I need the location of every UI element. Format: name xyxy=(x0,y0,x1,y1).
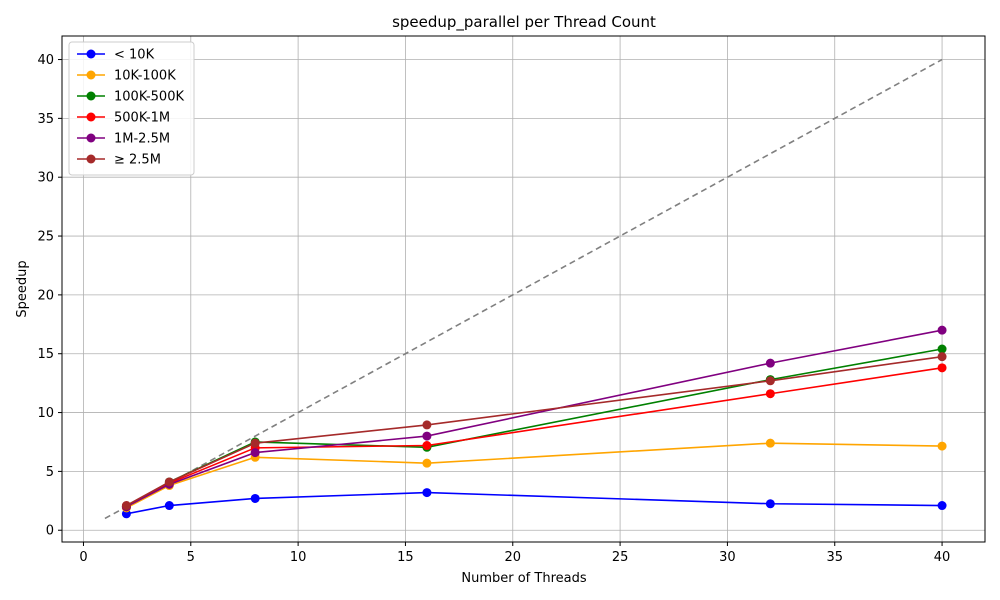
data-point xyxy=(765,389,775,399)
y-tick-label: 15 xyxy=(37,347,54,362)
data-point xyxy=(765,376,775,386)
series-0 xyxy=(121,488,947,519)
legend-item: 100K-500K xyxy=(77,90,184,105)
data-point xyxy=(937,352,947,362)
data-point xyxy=(422,420,432,430)
grid xyxy=(62,36,985,542)
legend-swatch-marker xyxy=(86,91,96,101)
legend-label: 1M-2.5M xyxy=(114,132,170,147)
x-tick-label: 30 xyxy=(719,550,736,565)
chart-title: speedup_parallel per Thread Count xyxy=(392,13,656,32)
series-line xyxy=(126,329,943,508)
series-3 xyxy=(121,363,947,512)
data-point xyxy=(250,448,260,458)
data-point xyxy=(164,501,174,511)
ideal-speedup-reference xyxy=(104,58,943,520)
data-point xyxy=(422,488,432,498)
data-point xyxy=(121,501,131,511)
plot-frame xyxy=(61,35,986,543)
x-axis-label: Number of Threads xyxy=(461,571,586,586)
legend-label: 500K-1M xyxy=(114,111,170,126)
y-tick-label: 0 xyxy=(46,524,54,539)
data-point xyxy=(937,501,947,511)
x-tick-label: 15 xyxy=(397,550,414,565)
x-axis-ticks: 0 5 10 15 20 25 30 35 40 xyxy=(79,542,950,565)
x-tick-label: 0 xyxy=(79,550,87,565)
reference-line xyxy=(104,58,943,520)
data-point xyxy=(937,363,947,373)
data-point xyxy=(250,493,260,503)
data-point xyxy=(250,438,260,448)
series-line xyxy=(126,355,943,507)
x-tick-label: 35 xyxy=(826,550,843,565)
legend-label: 10K-100K xyxy=(114,69,176,84)
data-point xyxy=(765,358,775,368)
data-point xyxy=(765,438,775,448)
data-point xyxy=(937,441,947,451)
legend-swatch-marker xyxy=(86,70,96,80)
legend-item: < 10K xyxy=(77,48,155,63)
legend-swatch-marker xyxy=(86,154,96,164)
data-point xyxy=(422,458,432,468)
data-point xyxy=(937,325,947,335)
x-tick-label: 25 xyxy=(612,550,629,565)
legend: < 10K 10K-100K 100K-500K 500K-1M 1M-2.5M ≥ 2.… xyxy=(68,41,195,176)
series-2 xyxy=(121,344,947,512)
y-tick-label: 35 xyxy=(37,112,54,127)
series-line xyxy=(126,442,943,509)
y-axis-ticks: 0 5 10 15 20 25 30 35 40 xyxy=(37,53,62,539)
x-tick-label: 5 xyxy=(187,550,195,565)
data-point xyxy=(164,477,174,487)
data-point xyxy=(765,499,775,509)
series-line xyxy=(126,491,943,515)
legend-label: ≥ 2.5M xyxy=(114,153,161,168)
y-tick-label: 10 xyxy=(37,406,54,421)
y-tick-label: 25 xyxy=(37,230,54,245)
x-tick-label: 40 xyxy=(934,550,951,565)
y-axis-label: Speedup xyxy=(15,260,30,317)
legend-swatch-marker xyxy=(86,133,96,143)
legend-item: 500K-1M xyxy=(77,111,170,126)
legend-label: < 10K xyxy=(114,48,155,63)
x-tick-label: 20 xyxy=(504,550,521,565)
data-point xyxy=(422,431,432,441)
legend-label: 100K-500K xyxy=(114,90,184,105)
legend-swatch-marker xyxy=(86,49,96,59)
series-group xyxy=(121,325,947,519)
y-tick-label: 20 xyxy=(37,288,54,303)
legend-item: 10K-100K xyxy=(77,69,176,84)
series-line xyxy=(125,348,943,508)
y-tick-label: 5 xyxy=(46,465,54,480)
data-point xyxy=(937,344,947,354)
legend-swatch-marker xyxy=(86,112,96,122)
y-tick-label: 30 xyxy=(37,171,54,186)
legend-item: 1M-2.5M xyxy=(77,132,170,147)
y-tick-label: 40 xyxy=(37,53,54,68)
series-5 xyxy=(121,352,947,511)
x-tick-label: 10 xyxy=(290,550,307,565)
series-1 xyxy=(121,438,947,513)
legend-item: ≥ 2.5M xyxy=(77,153,161,168)
series-line xyxy=(126,367,943,508)
data-point xyxy=(422,441,432,451)
